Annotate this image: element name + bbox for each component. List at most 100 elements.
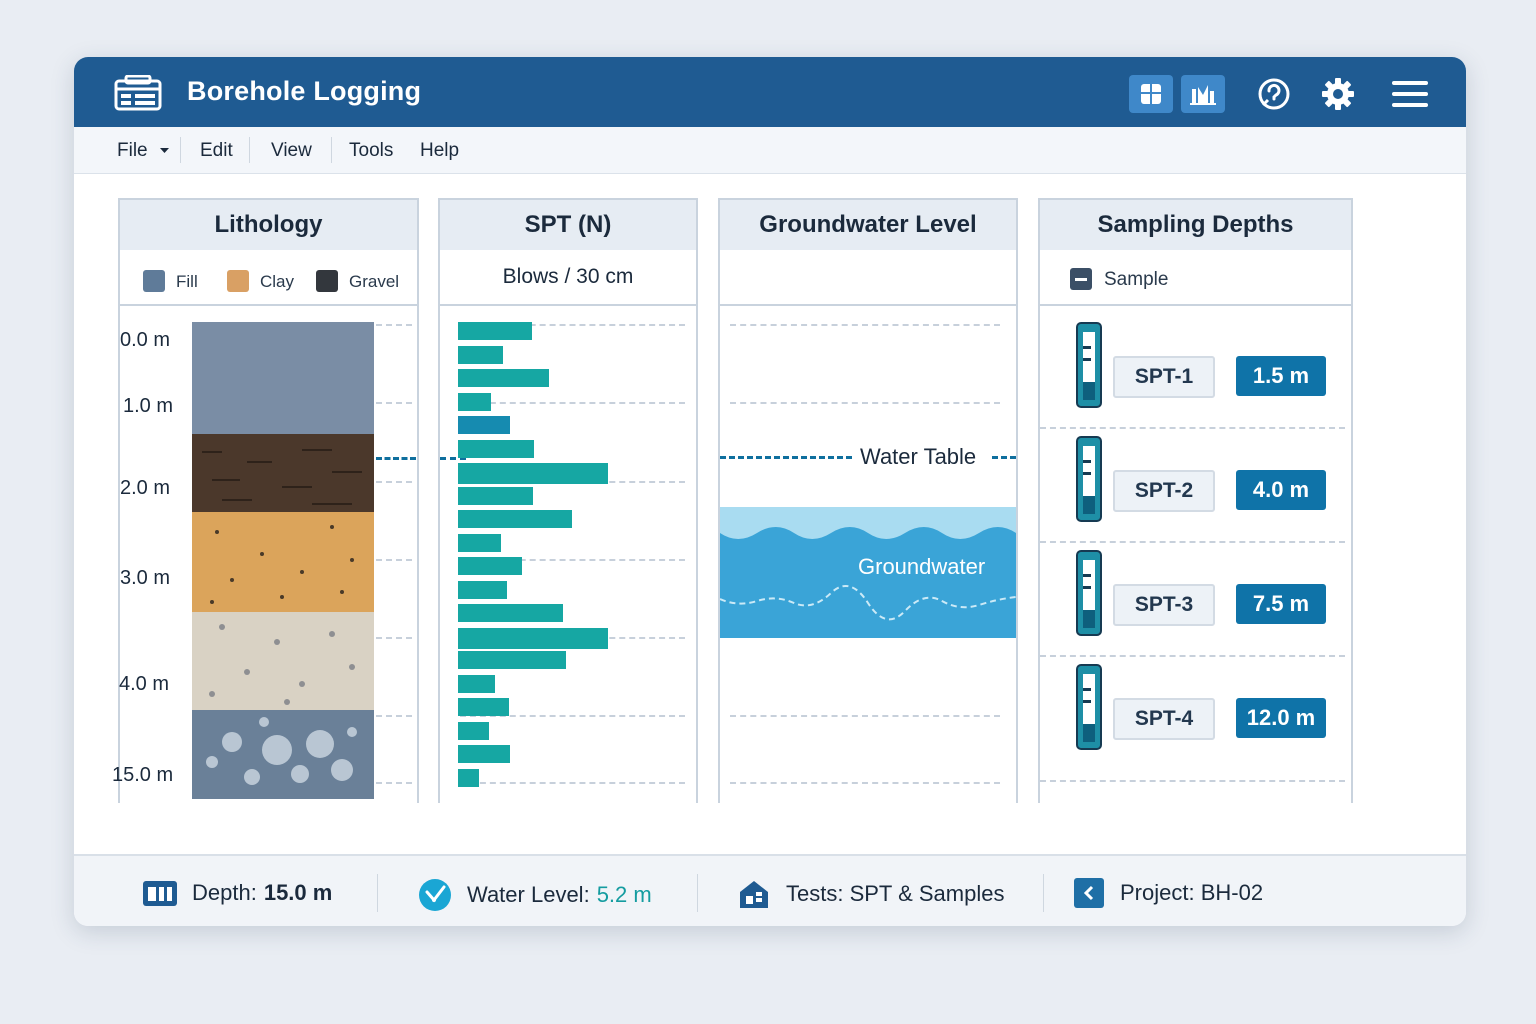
sample-id: SPT-2 xyxy=(1113,470,1215,512)
layer-fill xyxy=(192,322,374,434)
spt-bar xyxy=(458,721,489,740)
layout-icon xyxy=(1141,84,1161,104)
grid-line xyxy=(1040,655,1345,657)
menu-tools[interactable]: Tools xyxy=(349,140,394,161)
spt-bar xyxy=(458,345,503,364)
menu-bar: File Edit View Tools Help xyxy=(74,127,1466,174)
spt-bar xyxy=(458,745,510,763)
grid-line xyxy=(460,402,685,404)
legend-swatch-clay xyxy=(227,270,249,292)
grid-line xyxy=(460,782,685,784)
water-table-line xyxy=(992,456,1016,459)
grid-line xyxy=(376,324,412,326)
water-level-icon xyxy=(419,879,451,911)
spt-bar xyxy=(458,533,501,552)
grid-line xyxy=(460,715,685,717)
legend-label-fill: Fill xyxy=(176,272,198,291)
project-icon xyxy=(1074,878,1104,908)
sample-depth-badge: 1.5 m xyxy=(1236,356,1326,396)
depth-label: 15.0 m xyxy=(112,764,174,786)
grid-line xyxy=(460,324,685,326)
menu-help[interactable]: Help xyxy=(420,140,460,161)
depth-icon xyxy=(143,881,177,906)
menu-file[interactable]: File xyxy=(117,140,148,161)
legend-swatch-fill xyxy=(143,270,165,292)
spt-bar xyxy=(458,486,533,505)
menu-separator xyxy=(331,137,332,163)
gear-icon xyxy=(1322,78,1354,110)
lithology-column xyxy=(192,322,374,799)
spt-bar xyxy=(458,604,563,622)
grid-line xyxy=(730,715,1000,717)
menu-edit[interactable]: Edit xyxy=(200,140,233,161)
spt-bar xyxy=(458,651,566,669)
chart-view-button[interactable] xyxy=(1181,75,1225,113)
sample-row[interactable]: SPT-1 1.5 m xyxy=(1040,322,1351,412)
sample-legend-icon xyxy=(1070,268,1092,290)
sample-id: SPT-1 xyxy=(1113,356,1215,398)
lithology-title: Lithology xyxy=(120,198,417,252)
sample-tube-icon xyxy=(1076,436,1102,522)
sampling-title: Sampling Depths xyxy=(1040,198,1351,252)
sample-depth-badge: 4.0 m xyxy=(1236,470,1326,510)
depth-label: 3.0 m xyxy=(120,567,171,589)
groundwater-zone xyxy=(720,507,1016,638)
grid-line xyxy=(376,559,412,561)
depth-label: 4.0 m xyxy=(119,673,170,695)
sample-legend-label: Sample xyxy=(1104,269,1169,290)
sample-row[interactable]: SPT-4 12.0 m xyxy=(1040,664,1351,754)
grid-line xyxy=(730,402,1000,404)
grid-line xyxy=(460,559,685,561)
lithology-legend: Fill Clay Gravel xyxy=(120,250,417,306)
layout-view-button[interactable] xyxy=(1129,75,1173,113)
water-table-marker xyxy=(376,457,416,460)
grid-line xyxy=(1040,427,1345,429)
sample-id: SPT-4 xyxy=(1113,698,1215,740)
title-bar: Borehole Logging xyxy=(74,57,1466,127)
app-title: Borehole Logging xyxy=(187,76,422,106)
water-level-value: 5.2 m xyxy=(596,882,652,907)
status-project: Project: BH-02 xyxy=(1074,878,1263,908)
app-window: Borehole Logging xyxy=(74,57,1466,926)
borehole-app-icon xyxy=(114,75,162,111)
menu-separator xyxy=(249,137,250,163)
groundwater-panel: Groundwater Level Water Table Groundwate… xyxy=(718,198,1018,803)
groundwater-title: Groundwater Level xyxy=(720,198,1016,252)
sampling-legend: Sample xyxy=(1040,250,1351,306)
water-table-line xyxy=(720,456,852,459)
project-label: Project: BH-02 xyxy=(1120,880,1264,905)
sample-depth-badge: 7.5 m xyxy=(1236,584,1326,624)
grid-line xyxy=(730,782,1000,784)
spt-bar xyxy=(458,698,509,716)
help-button[interactable] xyxy=(1254,74,1294,114)
spt-title: SPT (N) xyxy=(440,198,696,252)
sample-id: SPT-3 xyxy=(1113,584,1215,626)
grid-line xyxy=(1040,541,1345,543)
chart-icon xyxy=(1190,85,1216,105)
status-depth: Depth: 15.0 m xyxy=(142,878,332,908)
legend-label-clay: Clay xyxy=(260,272,295,291)
chevron-down-icon[interactable] xyxy=(160,148,169,154)
grid-line xyxy=(1040,780,1345,782)
status-separator xyxy=(1043,874,1044,912)
spt-bar xyxy=(458,580,507,599)
status-bar: Depth: 15.0 m Water Level: 5.2 m Tests: … xyxy=(74,854,1466,926)
depth-label: 2.0 m xyxy=(120,477,171,499)
sampling-panel: Sampling Depths Sample SPT-1 1.5 m xyxy=(1038,198,1353,803)
sample-tube-icon xyxy=(1076,322,1102,408)
water-table-label: Water Table xyxy=(860,444,977,469)
status-separator xyxy=(377,874,378,912)
main-menu-button[interactable] xyxy=(1388,74,1432,114)
spt-bar xyxy=(458,322,532,340)
status-tests: Tests: SPT & Samples xyxy=(738,878,1004,910)
status-water-level: Water Level: 5.2 m xyxy=(418,878,652,912)
sample-row[interactable]: SPT-2 4.0 m xyxy=(1040,436,1351,526)
menu-view[interactable]: View xyxy=(271,140,312,161)
sample-depth-badge: 12.0 m xyxy=(1236,698,1326,738)
spt-subheader: Blows / 30 cm xyxy=(440,250,696,306)
sample-row[interactable]: SPT-3 7.5 m xyxy=(1040,550,1351,640)
settings-button[interactable] xyxy=(1318,74,1358,114)
spt-bar xyxy=(458,510,572,528)
spt-bar xyxy=(458,416,510,434)
depth-value: 15.0 m xyxy=(263,880,333,905)
